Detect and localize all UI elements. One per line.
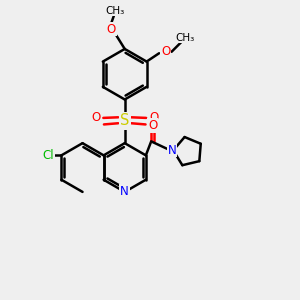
Text: S: S: [120, 113, 129, 128]
Text: O: O: [148, 119, 157, 132]
Text: O: O: [149, 110, 158, 124]
Text: O: O: [106, 22, 116, 35]
Text: Cl: Cl: [42, 149, 54, 162]
Text: N: N: [168, 143, 176, 157]
Text: CH₃: CH₃: [105, 6, 124, 16]
Text: CH₃: CH₃: [175, 32, 195, 43]
Text: N: N: [120, 185, 129, 198]
Text: O: O: [91, 110, 101, 124]
Text: O: O: [161, 45, 170, 58]
